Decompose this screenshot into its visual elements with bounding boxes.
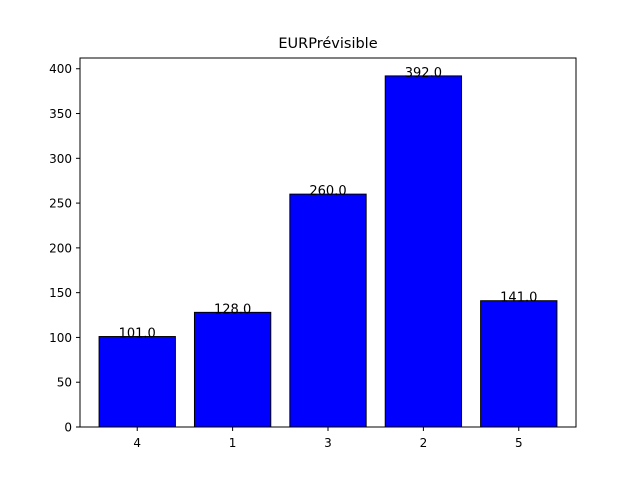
y-tick-label-150: 150 xyxy=(49,286,72,300)
bar-1 xyxy=(193,311,272,428)
value-label-4: 101.0 xyxy=(119,327,156,342)
y-tick-label-100: 100 xyxy=(49,331,72,345)
value-labels-group: 101.0 128.0 260.0 392.0 141.0 xyxy=(119,66,538,342)
x-tick-label-1: 1 xyxy=(229,436,237,450)
value-label-3: 260.0 xyxy=(309,184,346,199)
bars-group xyxy=(98,75,558,428)
y-tick-label-200: 200 xyxy=(49,241,72,255)
bar-3 xyxy=(289,193,367,428)
y-tick-label-300: 300 xyxy=(49,152,72,166)
x-tick-label-5: 5 xyxy=(515,436,523,450)
y-tick-label-250: 250 xyxy=(49,197,72,211)
value-label-5: 141.0 xyxy=(500,291,537,306)
x-tick-label-2: 2 xyxy=(420,436,428,450)
value-label-1: 128.0 xyxy=(214,302,251,317)
y-tick-label-350: 350 xyxy=(49,107,72,121)
chart-title: EURPrévisible xyxy=(278,36,377,52)
x-axis: 4 1 3 2 5 xyxy=(133,427,523,450)
plot-frame xyxy=(79,57,577,428)
bar-5 xyxy=(480,300,558,428)
x-tick-label-3: 3 xyxy=(324,436,332,450)
x-tick-label-4: 4 xyxy=(133,436,141,450)
y-tick-label-50: 50 xyxy=(57,376,72,390)
y-tick-label-400: 400 xyxy=(49,62,72,76)
value-label-2: 392.0 xyxy=(405,66,442,81)
y-axis: 0 50 100 150 200 250 300 350 400 xyxy=(49,62,80,435)
bar-2 xyxy=(384,75,463,428)
bar-4 xyxy=(98,336,176,428)
y-tick-label-0: 0 xyxy=(64,421,72,435)
